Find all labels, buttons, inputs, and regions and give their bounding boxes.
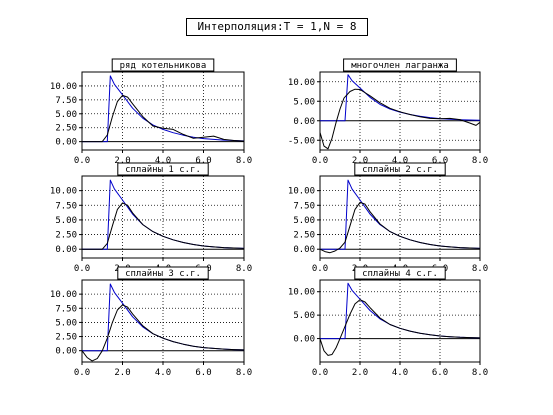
x-tick-label: 8.0 bbox=[236, 368, 252, 378]
y-tick-label: 5.00 bbox=[293, 97, 315, 107]
x-tick-label: 0.0 bbox=[312, 368, 328, 378]
chart-title-box bbox=[354, 162, 446, 176]
y-tick-label: 10.00 bbox=[288, 288, 315, 298]
chart-panel: 0.02.04.06.08.00.002.505.007.5010.00спла… bbox=[288, 162, 488, 274]
x-tick-label: 8.0 bbox=[236, 156, 252, 166]
y-tick-label: 5.00 bbox=[55, 110, 77, 120]
chart-title: сплайны 3 с.г. bbox=[125, 269, 201, 279]
y-tick-label: 2.50 bbox=[55, 231, 77, 241]
series-line-interp bbox=[82, 202, 245, 250]
y-tick-label: -5.00 bbox=[288, 136, 315, 146]
chart-title: сплайны 4 с.г. bbox=[362, 269, 438, 279]
x-tick-label: 0.0 bbox=[74, 156, 90, 166]
series-line-interp bbox=[319, 88, 481, 150]
chart-main-title: Интерполяция:T = 1,N = 8 bbox=[186, 18, 368, 36]
x-tick-label: 6.0 bbox=[432, 368, 448, 378]
series-line-interp bbox=[81, 304, 245, 362]
x-tick-label: 2.0 bbox=[352, 368, 368, 378]
chart-title-box bbox=[354, 266, 446, 280]
y-tick-label: 0.00 bbox=[55, 347, 77, 357]
x-tick-label: 6.0 bbox=[432, 156, 448, 166]
x-tick-label: 0.0 bbox=[74, 368, 90, 378]
x-tick-label: 8.0 bbox=[472, 264, 488, 274]
x-tick-label: 0.0 bbox=[312, 156, 328, 166]
y-tick-label: 7.50 bbox=[55, 201, 77, 211]
y-tick-label: 0.00 bbox=[55, 138, 77, 148]
x-tick-label: 0.0 bbox=[74, 264, 90, 274]
x-tick-label: 8.0 bbox=[236, 264, 252, 274]
y-tick-label: 10.00 bbox=[50, 290, 77, 300]
y-tick-label: 7.50 bbox=[293, 201, 315, 211]
chart-title-box bbox=[117, 162, 209, 176]
y-tick-label: 5.00 bbox=[55, 318, 77, 328]
y-tick-label: 2.50 bbox=[55, 333, 77, 343]
y-tick-label: 7.50 bbox=[55, 96, 77, 106]
chart-title-box bbox=[111, 58, 215, 72]
x-tick-label: 2.0 bbox=[114, 156, 130, 166]
x-tick-label: 8.0 bbox=[472, 368, 488, 378]
x-tick-label: 6.0 bbox=[195, 156, 211, 166]
y-tick-label: 7.50 bbox=[55, 304, 77, 314]
y-tick-label: 10.00 bbox=[288, 187, 315, 197]
y-tick-label: 10.00 bbox=[50, 82, 77, 92]
x-tick-label: 4.0 bbox=[155, 368, 171, 378]
x-tick-label: 2.0 bbox=[352, 156, 368, 166]
y-tick-label: 10.00 bbox=[288, 78, 315, 88]
y-tick-label: 5.00 bbox=[55, 216, 77, 226]
chart-title: ряд котельникова bbox=[120, 61, 207, 71]
x-tick-label: 4.0 bbox=[155, 156, 171, 166]
chart-title: многочлен лагранжа bbox=[351, 61, 449, 71]
x-tick-label: 8.0 bbox=[472, 156, 488, 166]
x-tick-label: 0.0 bbox=[312, 264, 328, 274]
y-tick-label: 5.00 bbox=[293, 311, 315, 321]
chart-panel: 0.0 2.0 4.0 6.0 8.0 0.00 5.00 10.00 сплайны 4 с.… bbox=[288, 266, 488, 378]
y-tick-label: 10.00 bbox=[50, 187, 77, 197]
x-tick-label: 4.0 bbox=[392, 156, 408, 166]
y-tick-label: 0.00 bbox=[293, 117, 315, 127]
series-line-interp bbox=[82, 94, 245, 143]
chart-title: сплайны 1 с.г. bbox=[125, 165, 201, 175]
y-tick-label: 0.00 bbox=[55, 245, 77, 255]
x-tick-label: 4.0 bbox=[392, 368, 408, 378]
chart-panel: 0.0 2.0 4.0 6.0 8.0 -5.00 0.00 5.00 10.00 многочл… bbox=[288, 58, 488, 166]
y-tick-label: 0.00 bbox=[293, 245, 315, 255]
series-line-interp bbox=[319, 201, 481, 254]
series-line-interp bbox=[319, 299, 481, 356]
chart-title: сплайны 2 с.г. bbox=[362, 165, 438, 175]
x-tick-label: 6.0 bbox=[195, 368, 211, 378]
chart-title-box bbox=[343, 58, 457, 72]
y-tick-label: 0.00 bbox=[293, 335, 315, 345]
y-tick-label: 2.50 bbox=[55, 124, 77, 134]
y-tick-label: 5.00 bbox=[293, 216, 315, 226]
y-tick-label: 2.50 bbox=[293, 231, 315, 241]
chart-panel: 0.0 2.0 4.0 6.0 8.0 0.00 2.50 5.00 7.50 10.00 спла… bbox=[50, 266, 252, 378]
x-tick-label: 2.0 bbox=[114, 368, 130, 378]
chart-panel: 0.0 2.0 4.0 6.0 8.0 0.00 2.50 5.00 7.50 10.00 ряд … bbox=[50, 58, 252, 166]
chart-panel: 0.02.04.06.08.00.002.505.007.5010.00спла… bbox=[50, 162, 252, 274]
chart-title-box bbox=[117, 266, 209, 280]
